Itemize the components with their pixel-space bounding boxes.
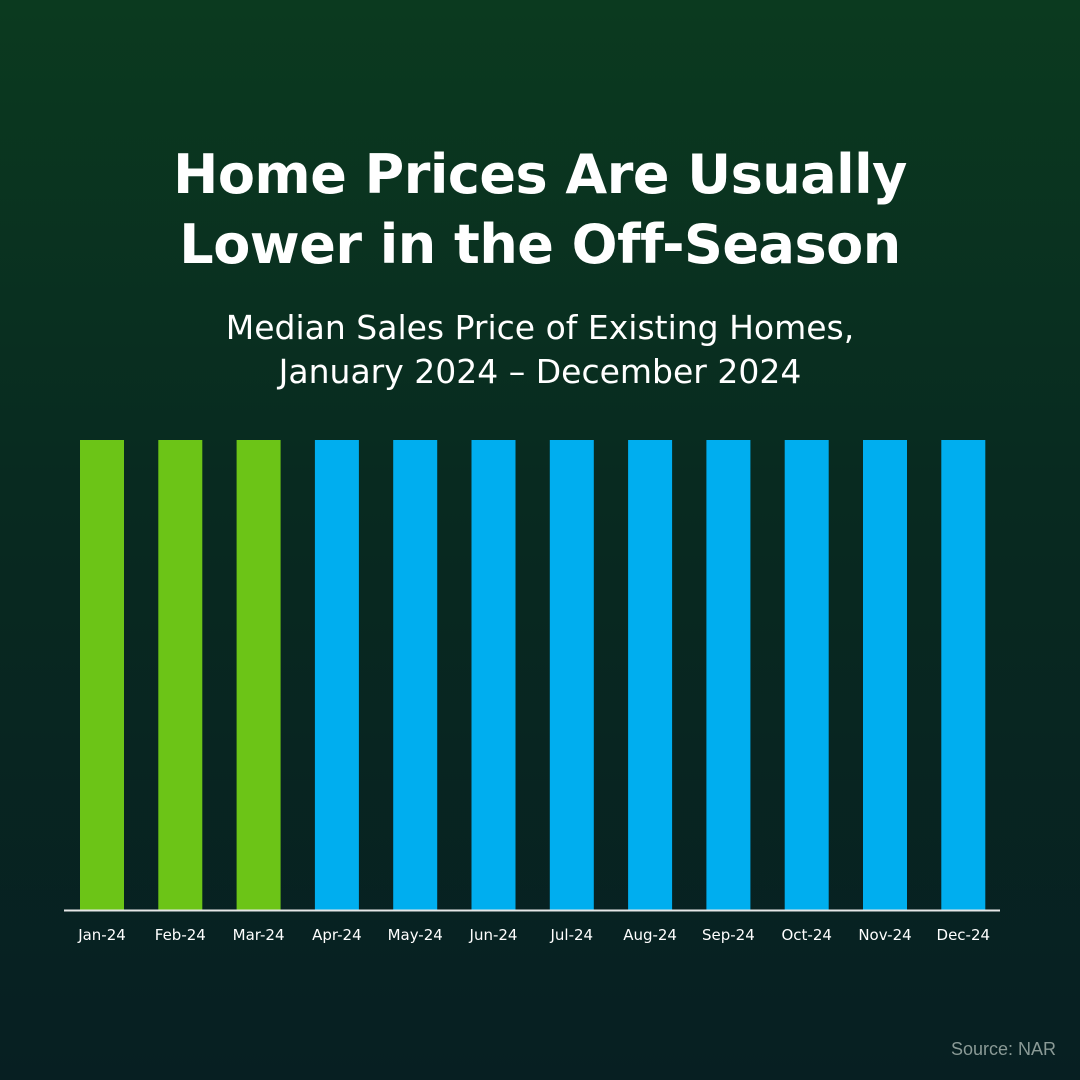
bar-sep-24 xyxy=(706,440,751,910)
bar-feb-24 xyxy=(158,440,203,911)
chart-subtitle-line-2: January 2024 – December 2024 xyxy=(278,352,802,391)
bar-chart: $378,600$383,800$392,900$406,600$417,200… xyxy=(64,440,1000,944)
category-label-apr-24: Apr-24 xyxy=(312,926,362,944)
category-label-jul-24: Jul-24 xyxy=(549,926,593,944)
bar-jul-24 xyxy=(549,440,594,911)
bar-oct-24 xyxy=(784,440,829,910)
bar-jan-24 xyxy=(80,440,124,910)
category-label-nov-24: Nov-24 xyxy=(858,926,911,944)
chart-title: Home Prices Are Usually Lower in the Off… xyxy=(0,140,1080,280)
category-label-oct-24: Oct-24 xyxy=(781,926,831,944)
category-label-sep-24: Sep-24 xyxy=(702,926,755,944)
category-label-aug-24: Aug-24 xyxy=(623,926,677,944)
bar-dec-24 xyxy=(941,440,986,910)
chart-subtitle: Median Sales Price of Existing Homes, Ja… xyxy=(0,306,1080,394)
chart-subtitle-line-1: Median Sales Price of Existing Homes, xyxy=(225,308,855,347)
bar-mar-24 xyxy=(236,440,281,911)
bar-nov-24 xyxy=(863,440,907,911)
bar-apr-24 xyxy=(314,440,359,910)
bars-group xyxy=(80,440,986,911)
bar-jun-24 xyxy=(471,440,516,910)
category-label-may-24: May-24 xyxy=(388,926,443,944)
source-note: Source: NAR xyxy=(950,1039,1056,1059)
category-label-jun-24: Jun-24 xyxy=(469,926,518,944)
chart-title-line-2: Lower in the Off-Season xyxy=(179,213,901,276)
category-label-dec-24: Dec-24 xyxy=(937,926,991,944)
category-labels-group: Jan-24 Feb-24 Mar-24 Apr-24 May-24 Jun-24 Jul-… xyxy=(77,926,990,944)
category-label-feb-24: Feb-24 xyxy=(155,926,206,944)
bar-may-24 xyxy=(393,440,438,910)
category-label-jan-24: Jan-24 xyxy=(77,926,126,944)
chart-title-line-1: Home Prices Are Usually xyxy=(173,143,907,206)
category-label-mar-24: Mar-24 xyxy=(233,926,285,944)
bar-aug-24 xyxy=(628,440,673,911)
